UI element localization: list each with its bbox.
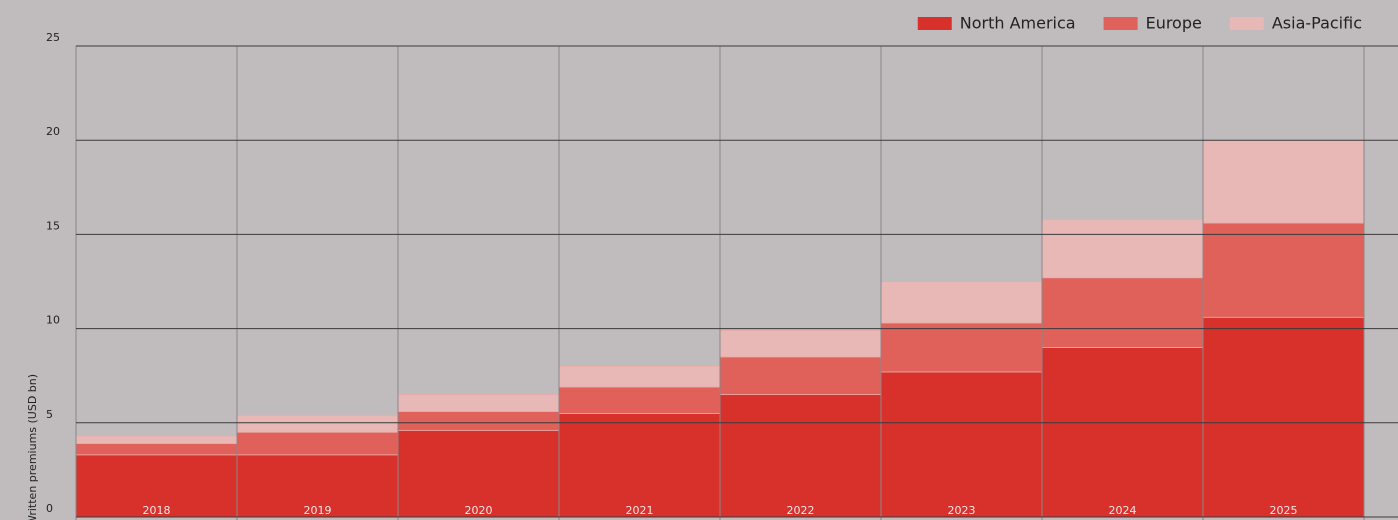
bar-segment <box>75 454 238 518</box>
bar-segment <box>1202 222 1365 318</box>
x-tick-label: 2022 <box>787 504 815 517</box>
bar-segment <box>558 365 721 388</box>
y-axis-label: Written premiums (USD bn) <box>26 374 39 520</box>
legend-label: Europe <box>1146 14 1202 33</box>
x-tick-label: 2020 <box>465 504 493 517</box>
x-tick-label: 2025 <box>1270 504 1298 517</box>
bar-segment <box>1041 347 1204 518</box>
bar-segment <box>1041 218 1204 279</box>
bar-segment <box>75 435 238 444</box>
bar-segment <box>880 281 1043 324</box>
bar-segment <box>397 411 560 431</box>
legend-swatch <box>917 17 952 30</box>
bar-segment <box>236 454 399 518</box>
y-tick-label: 15 <box>46 219 60 232</box>
bar-segment <box>236 431 399 456</box>
bar-segment <box>1041 277 1204 348</box>
legend-label: North America <box>960 14 1076 33</box>
bar-segment <box>880 322 1043 373</box>
bar-segment <box>397 394 560 412</box>
bar-segment <box>719 356 882 395</box>
bar-segment <box>75 443 238 456</box>
legend-label: Asia-Pacific <box>1272 14 1362 33</box>
x-tick-label: 2021 <box>626 504 654 517</box>
x-tick-label: 2024 <box>1109 504 1137 517</box>
y-tick-label: 20 <box>46 125 60 138</box>
bar-segment <box>558 412 721 518</box>
x-tick-label: 2019 <box>304 504 332 517</box>
bar-segment <box>719 394 882 518</box>
y-tick-label: 5 <box>46 408 53 421</box>
y-tick-label: 10 <box>46 314 60 327</box>
x-tick-label: 2023 <box>948 504 976 517</box>
bar-segment <box>1202 316 1365 518</box>
bar-segment <box>558 386 721 414</box>
bar-segment <box>719 330 882 358</box>
y-tick-label: 0 <box>46 502 53 515</box>
bar-segment <box>1202 139 1365 224</box>
legend-swatch <box>1103 17 1138 30</box>
bar-segment <box>880 371 1043 518</box>
legend-swatch <box>1229 17 1264 30</box>
x-tick-label: 2018 <box>143 504 171 517</box>
bar-segment <box>236 414 399 433</box>
y-tick-label: 25 <box>46 31 60 44</box>
